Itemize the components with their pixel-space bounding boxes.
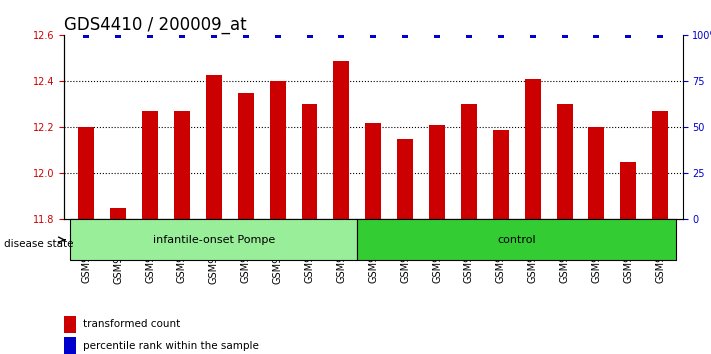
- Point: [495, 33, 506, 38]
- Point: [176, 33, 188, 38]
- Bar: [461, 104, 477, 219]
- Bar: [142, 112, 158, 219]
- Point: [591, 33, 602, 38]
- Text: GDS4410 / 200009_at: GDS4410 / 200009_at: [64, 16, 247, 34]
- Bar: [429, 125, 445, 219]
- Text: control: control: [498, 235, 536, 245]
- FancyBboxPatch shape: [358, 219, 676, 260]
- Bar: [397, 139, 413, 219]
- Point: [304, 33, 315, 38]
- Point: [272, 33, 283, 38]
- Bar: [557, 104, 572, 219]
- Bar: [174, 112, 190, 219]
- Point: [144, 33, 156, 38]
- Bar: [301, 104, 318, 219]
- Bar: [493, 130, 509, 219]
- Bar: [652, 112, 668, 219]
- Point: [623, 33, 634, 38]
- Point: [432, 33, 443, 38]
- Text: infantile-onset Pompe: infantile-onset Pompe: [153, 235, 275, 245]
- Point: [527, 33, 538, 38]
- Bar: [110, 208, 126, 219]
- Text: percentile rank within the sample: percentile rank within the sample: [82, 341, 258, 350]
- Point: [400, 33, 411, 38]
- Bar: [64, 316, 76, 333]
- Bar: [269, 81, 286, 219]
- Bar: [621, 162, 636, 219]
- Bar: [525, 79, 540, 219]
- Bar: [206, 75, 222, 219]
- FancyBboxPatch shape: [70, 219, 358, 260]
- Point: [368, 33, 379, 38]
- Bar: [589, 127, 604, 219]
- Bar: [64, 337, 76, 354]
- Text: disease state: disease state: [4, 239, 73, 249]
- Point: [464, 33, 475, 38]
- Point: [80, 33, 92, 38]
- Bar: [333, 61, 349, 219]
- Point: [559, 33, 570, 38]
- Point: [240, 33, 252, 38]
- Bar: [365, 123, 381, 219]
- Bar: [78, 127, 95, 219]
- Bar: [237, 93, 254, 219]
- Point: [208, 33, 220, 38]
- Point: [112, 33, 124, 38]
- Text: transformed count: transformed count: [82, 319, 180, 329]
- Point: [336, 33, 347, 38]
- Point: [655, 33, 666, 38]
